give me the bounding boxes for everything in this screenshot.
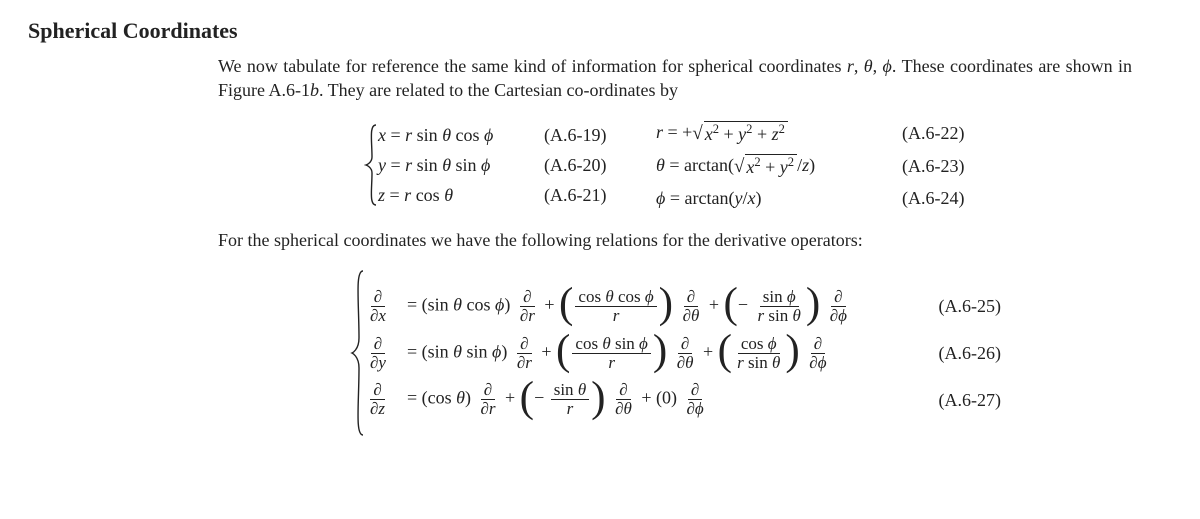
eq-row: r = +√x2 + y2 + z2 (A.6-22) xyxy=(656,120,986,147)
equation-lhs: ∂∂y xyxy=(365,335,407,372)
content-block: We now tabulate for reference the same k… xyxy=(218,54,1132,450)
equation-tag: (A.6-23) xyxy=(902,154,986,178)
left-brace-icon xyxy=(364,123,378,207)
equation-rhs: = (sin θ sin ϕ) ∂∂r + (cos θ sin ϕr) ∂∂θ… xyxy=(407,335,887,372)
equation-tag: (A.6-24) xyxy=(902,186,986,210)
derivative-rows: ∂∂x = (sin θ cos ϕ) ∂∂r + (cos θ cos ϕr)… xyxy=(365,288,1001,418)
coord-left-column: x = r sin θ cos ϕ (A.6-19) y = r sin θ s… xyxy=(378,121,628,210)
equation-text: y = r sin θ sin ϕ xyxy=(378,153,518,177)
equation-text: x = r sin θ cos ϕ xyxy=(378,123,518,147)
equation-text: θ = arctan(√x2 + y2/z) xyxy=(656,153,876,180)
coord-right-column: r = +√x2 + y2 + z2 (A.6-22) θ = arctan(√… xyxy=(656,118,986,212)
equation-tag: (A.6-22) xyxy=(902,121,986,145)
equation-tag: (A.6-26) xyxy=(917,341,1001,365)
left-brace-icon xyxy=(349,268,365,438)
equation-rhs: = (sin θ cos ϕ) ∂∂r + (cos θ cos ϕr) ∂∂θ… xyxy=(407,288,887,325)
eq-row: ∂∂z = (cos θ) ∂∂r + (− sin θr) ∂∂θ + (0)… xyxy=(365,381,1001,418)
derivative-equations-group: ∂∂x = (sin θ cos ϕ) ∂∂r + (cos θ cos ϕr)… xyxy=(218,268,1132,438)
eq-row: ∂∂x = (sin θ cos ϕ) ∂∂r + (cos θ cos ϕr)… xyxy=(365,288,1001,325)
eq-row: ∂∂y = (sin θ sin ϕ) ∂∂r + (cos θ sin ϕr)… xyxy=(365,335,1001,372)
intro-paragraph: We now tabulate for reference the same k… xyxy=(218,54,1132,103)
eq-row: x = r sin θ cos ϕ (A.6-19) xyxy=(378,123,628,147)
mid-paragraph: For the spherical coordinates we have th… xyxy=(218,228,1132,252)
eq-row: y = r sin θ sin ϕ (A.6-20) xyxy=(378,153,628,177)
coordinate-equations-group: x = r sin θ cos ϕ (A.6-19) y = r sin θ s… xyxy=(218,118,1132,212)
equation-tag: (A.6-27) xyxy=(917,388,1001,412)
equation-lhs: ∂∂x xyxy=(365,288,407,325)
eq-row: z = r cos θ (A.6-21) xyxy=(378,183,628,207)
eq-row: ϕ = arctan(y/x) (A.6-24) xyxy=(656,186,986,210)
equation-tag: (A.6-19) xyxy=(544,123,628,147)
section-heading: Spherical Coordinates xyxy=(28,16,1172,46)
equation-rhs: = (cos θ) ∂∂r + (− sin θr) ∂∂θ + (0) ∂∂ϕ xyxy=(407,381,887,418)
equation-tag: (A.6-21) xyxy=(544,183,628,207)
equation-text: z = r cos θ xyxy=(378,183,518,207)
equation-lhs: ∂∂z xyxy=(365,381,407,418)
equation-text: r = +√x2 + y2 + z2 xyxy=(656,120,876,147)
equation-tag: (A.6-20) xyxy=(544,153,628,177)
equation-tag: (A.6-25) xyxy=(917,294,1001,318)
eq-row: θ = arctan(√x2 + y2/z) (A.6-23) xyxy=(656,153,986,180)
equation-text: ϕ = arctan(y/x) xyxy=(656,186,876,210)
